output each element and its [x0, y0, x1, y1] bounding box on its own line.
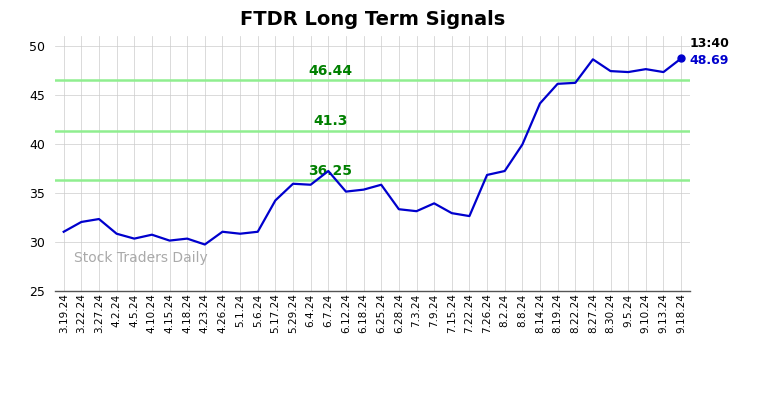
Text: 36.25: 36.25 — [308, 164, 353, 178]
Title: FTDR Long Term Signals: FTDR Long Term Signals — [240, 10, 505, 29]
Text: 46.44: 46.44 — [308, 64, 353, 78]
Text: 48.69: 48.69 — [690, 55, 729, 67]
Text: 41.3: 41.3 — [314, 114, 347, 129]
Text: Stock Traders Daily: Stock Traders Daily — [74, 251, 208, 265]
Text: 13:40: 13:40 — [690, 37, 730, 50]
